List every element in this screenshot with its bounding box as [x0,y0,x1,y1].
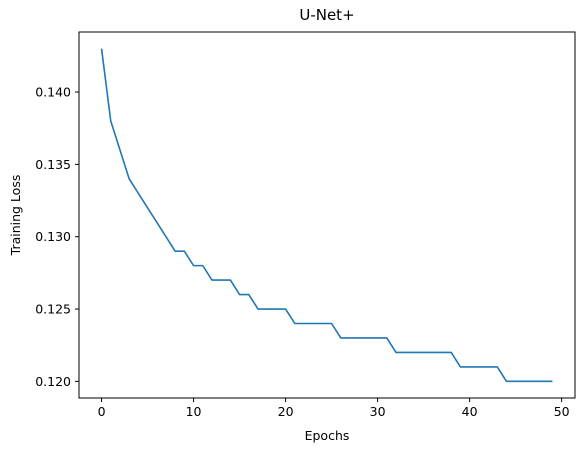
y-tick-label: 0.120 [35,374,71,389]
x-tick-label: 20 [278,404,294,419]
x-tick-label: 30 [370,404,386,419]
y-tick-label: 0.135 [35,157,71,172]
x-tick-label: 50 [554,404,570,419]
x-tick-label: 0 [98,404,106,419]
y-axis-label: Training Loss [8,175,23,257]
y-tick-label: 0.130 [35,229,71,244]
series-layer [100,48,553,383]
series-line [100,48,553,383]
x-tick-label: 40 [462,404,478,419]
y-tick-label: 0.125 [35,302,71,317]
x-axis-label: Epochs [305,428,350,443]
y-tick-label: 0.140 [35,85,71,100]
y-axis-ticks: 0.120 0.125 0.130 0.135 0.140 [35,85,79,389]
x-tick-label: 10 [186,404,202,419]
x-axis-ticks: 0 10 20 30 40 50 [98,398,570,419]
chart-title: U-Net+ [299,6,354,24]
plot-area [78,31,576,399]
